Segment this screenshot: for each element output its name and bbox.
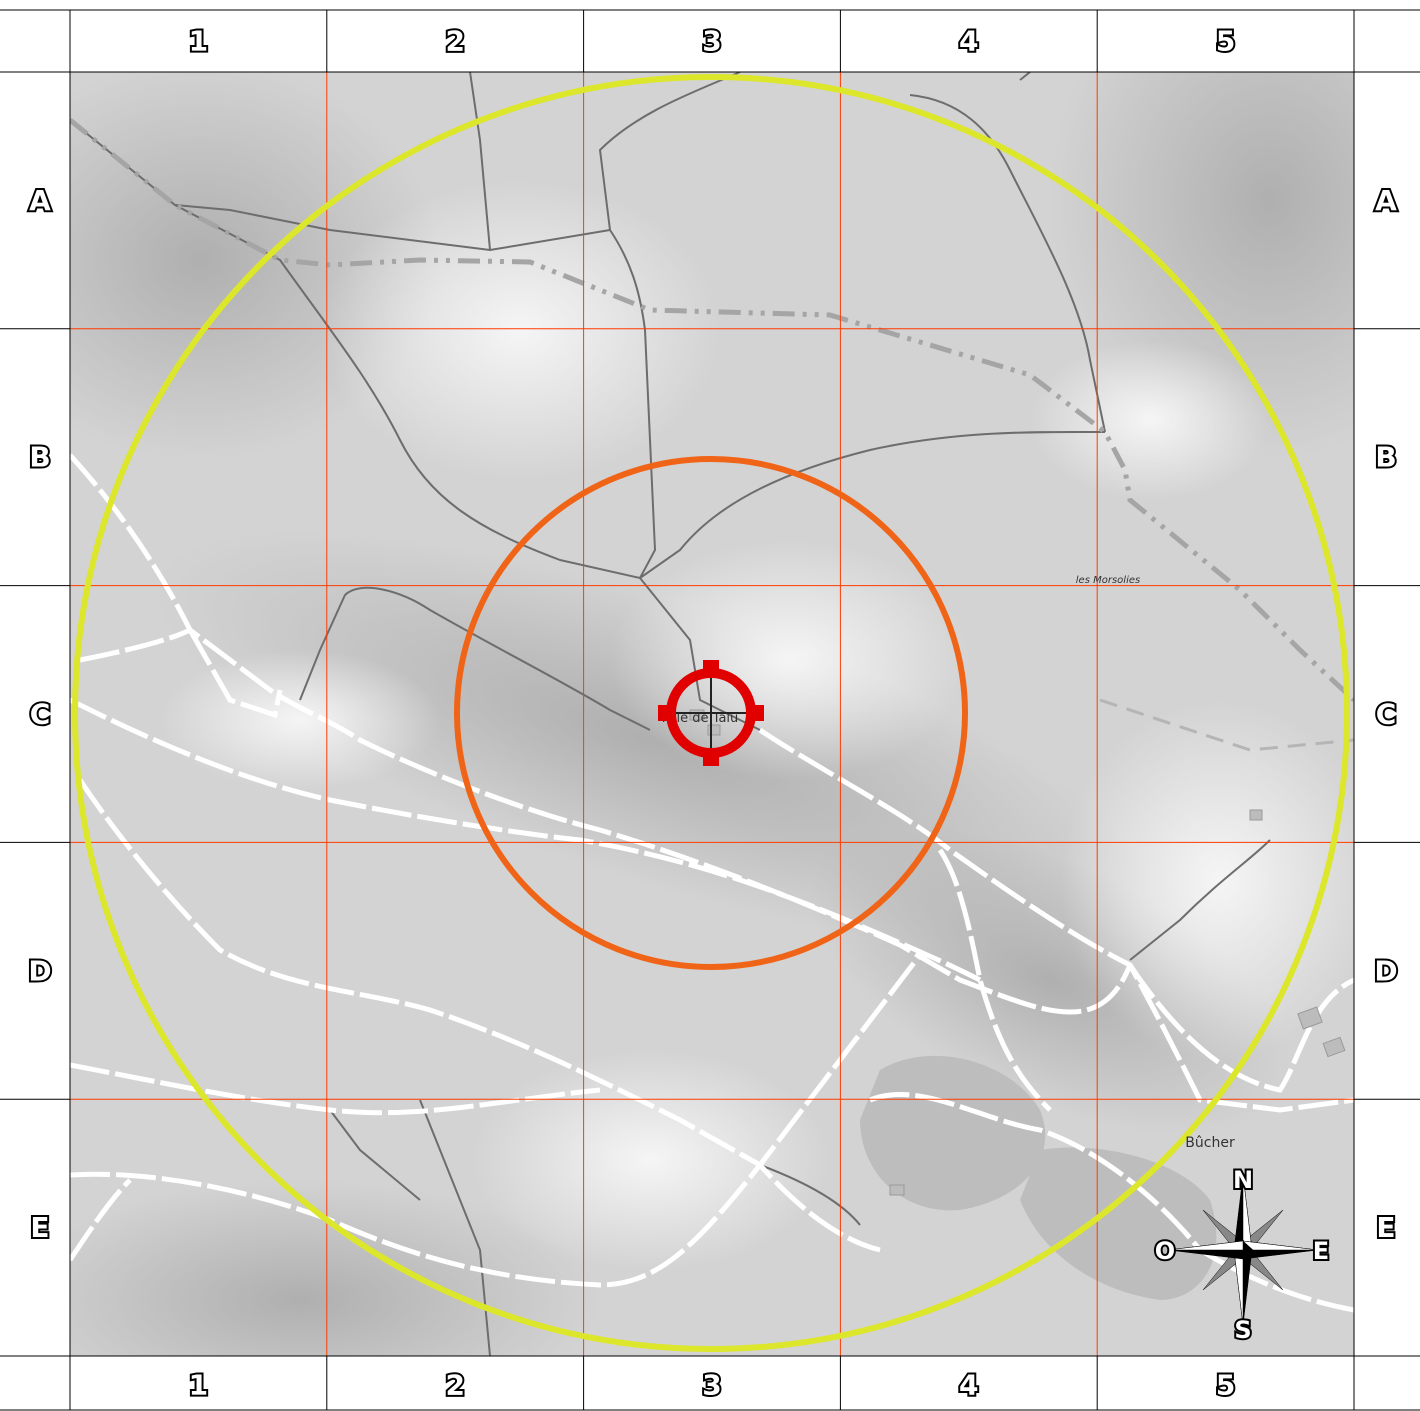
place-label-target: Mlle de Talu <box>662 711 739 726</box>
column-label: 4 <box>959 25 978 58</box>
column-label: 2 <box>445 25 464 58</box>
outer-range-ring <box>72 74 1350 1352</box>
column-labels-top: 1 2 3 4 5 <box>187 23 1238 60</box>
row-labels-right: A B C D E <box>1372 182 1399 1246</box>
column-label: 1 <box>189 1369 208 1402</box>
row-label: D <box>28 954 51 987</box>
compass-north-label: N <box>1233 1166 1253 1194</box>
row-label: C <box>1376 698 1397 731</box>
place-label-bucher: Bûcher <box>1185 1135 1235 1151</box>
column-label: 3 <box>702 1369 721 1402</box>
compass-east-label: E <box>1313 1237 1329 1265</box>
column-label: 4 <box>959 1369 978 1402</box>
column-label: 5 <box>1216 25 1235 58</box>
row-label: A <box>1375 184 1397 217</box>
inner-range-ring <box>454 456 968 970</box>
column-label: 3 <box>702 25 721 58</box>
row-label: E <box>1376 1211 1395 1244</box>
column-labels-bottom: 1 2 3 4 5 <box>187 1367 1238 1404</box>
row-label: C <box>30 698 51 731</box>
target-crosshair-icon[interactable] <box>658 660 764 766</box>
row-label: E <box>30 1211 49 1244</box>
row-label: D <box>1374 954 1397 987</box>
compass-south-label: S <box>1234 1316 1251 1344</box>
column-label: 2 <box>445 1369 464 1402</box>
row-label: B <box>1375 441 1396 474</box>
row-label: A <box>29 184 51 217</box>
coordinate-frame <box>0 9 1420 1411</box>
row-labels-left: A B C D E <box>26 182 53 1246</box>
column-label: 1 <box>189 25 208 58</box>
place-label-les-morsolies: les Morsolies <box>1076 575 1140 586</box>
compass-west-label: O <box>1155 1237 1175 1265</box>
row-label: B <box>29 441 50 474</box>
column-label: 5 <box>1216 1369 1235 1402</box>
grid-lines <box>70 72 1354 1356</box>
compass-rose-icon: N S E O <box>1153 1164 1331 1346</box>
